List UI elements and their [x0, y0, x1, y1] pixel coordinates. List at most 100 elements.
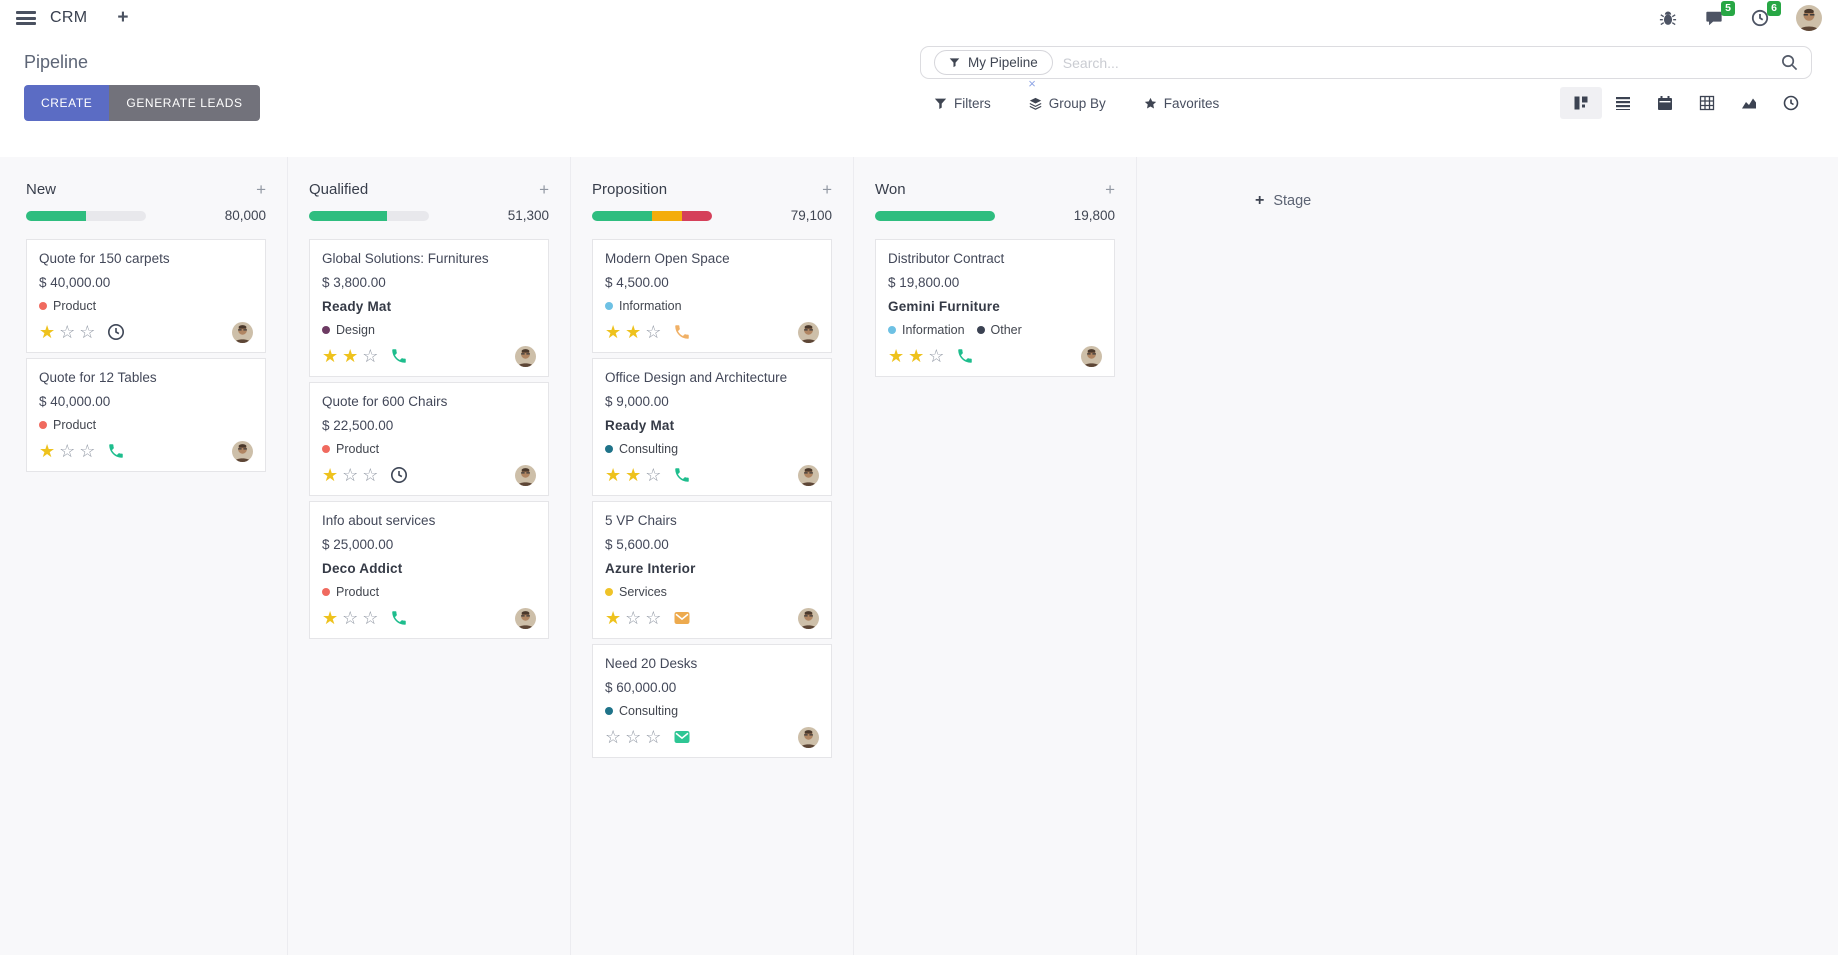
favorites-menu[interactable]: Favorites: [1144, 96, 1219, 111]
column-title[interactable]: Proposition: [592, 181, 668, 198]
phone-icon[interactable]: [107, 442, 125, 460]
search-icon[interactable]: [1781, 54, 1798, 71]
view-switch-activity[interactable]: [1770, 87, 1812, 119]
plus-icon: +: [1255, 192, 1265, 209]
star-icon[interactable]: ★: [342, 346, 359, 366]
star-icon[interactable]: ★: [322, 465, 339, 485]
kanban-card[interactable]: Info about services $ 25,000.00 Deco Addic…: [309, 501, 549, 639]
kanban-card[interactable]: Distributor Contract $ 19,800.00 Gemini Fu…: [875, 239, 1115, 377]
facet-remove-icon[interactable]: ×: [1028, 76, 1036, 91]
star-icon[interactable]: ☆: [625, 727, 642, 747]
star-icon[interactable]: ★: [605, 608, 622, 628]
phone-icon[interactable]: [673, 466, 691, 484]
column-title[interactable]: Won: [875, 181, 906, 198]
view-switch-kanban[interactable]: [1560, 87, 1602, 119]
star-icon[interactable]: ★: [605, 465, 622, 485]
column-title[interactable]: Qualified: [309, 181, 369, 198]
view-switch-pivot[interactable]: [1686, 87, 1728, 119]
kanban-card[interactable]: Quote for 600 Chairs $ 22,500.00 Product ★ ☆…: [309, 382, 549, 496]
phone-icon[interactable]: [390, 347, 408, 365]
create-button[interactable]: CREATE: [24, 85, 110, 121]
envelope-icon[interactable]: [673, 609, 691, 627]
tag-information: Information: [888, 323, 965, 337]
kanban-card[interactable]: Quote for 12 Tables $ 40,000.00 Product ★ ☆ ☆: [26, 358, 266, 472]
phone-icon[interactable]: [673, 323, 691, 341]
star-icon[interactable]: ★: [625, 465, 642, 485]
kanban-card[interactable]: Need 20 Desks $ 60,000.00 Consulting ☆ ☆ ☆: [592, 644, 832, 758]
star-icon[interactable]: ☆: [645, 727, 662, 747]
star-icon[interactable]: ☆: [342, 608, 359, 628]
tag-dot: [605, 707, 613, 715]
star-icon[interactable]: ★: [322, 608, 339, 628]
messages-icon[interactable]: 5: [1704, 1, 1735, 28]
star-icon[interactable]: ☆: [645, 322, 662, 342]
envelope-icon[interactable]: [673, 728, 691, 746]
phone-icon[interactable]: [390, 609, 408, 627]
star-icon[interactable]: ★: [39, 322, 56, 342]
filters-menu[interactable]: Filters: [934, 96, 991, 111]
star-icon[interactable]: ☆: [79, 322, 96, 342]
star-icon[interactable]: ☆: [59, 441, 76, 461]
column-cards: Distributor Contract $ 19,800.00 Gemini Fu…: [875, 239, 1115, 377]
star-icon[interactable]: ☆: [928, 346, 945, 366]
search-bar[interactable]: My Pipeline ×: [920, 46, 1812, 90]
column-progressbar[interactable]: [875, 210, 995, 221]
clock-icon[interactable]: [390, 466, 408, 484]
salesperson-avatar: [798, 321, 819, 343]
plus-icon[interactable]: +: [117, 7, 129, 28]
app-name[interactable]: CRM: [50, 9, 88, 26]
list-view-icon: [1615, 95, 1631, 111]
view-switch-list[interactable]: [1602, 87, 1644, 119]
kanban-card[interactable]: Global Solutions: Furnitures $ 3,800.00 Re…: [309, 239, 549, 377]
search-facet-my-pipeline[interactable]: My Pipeline ×: [934, 50, 1053, 90]
view-switch-graph[interactable]: [1728, 87, 1770, 119]
kanban-card[interactable]: Quote for 150 carpets $ 40,000.00 Product ★…: [26, 239, 266, 353]
column-progressbar[interactable]: [592, 210, 712, 221]
view-switch-calendar[interactable]: [1644, 87, 1686, 119]
debug-bug-icon[interactable]: [1658, 8, 1678, 28]
star-icon[interactable]: ★: [908, 346, 925, 366]
page-title: Pipeline: [24, 52, 89, 72]
column-quick-create-icon[interactable]: +: [256, 180, 266, 199]
kanban-card[interactable]: Modern Open Space $ 4,500.00 Information ★ ★…: [592, 239, 832, 353]
star-icon[interactable]: ★: [605, 322, 622, 342]
kanban-card[interactable]: Office Design and Architecture $ 9,000.00…: [592, 358, 832, 496]
salesperson-avatar: [798, 607, 819, 629]
column-quick-create-icon[interactable]: +: [539, 180, 549, 199]
card-footer: ★ ☆ ☆: [605, 606, 819, 630]
star-icon[interactable]: ★: [39, 441, 56, 461]
search-input[interactable]: [1062, 54, 1771, 71]
star-icon[interactable]: ☆: [342, 465, 359, 485]
clock-icon[interactable]: [107, 323, 125, 341]
activities-clock-icon[interactable]: 6: [1750, 1, 1781, 28]
star-icon[interactable]: ☆: [59, 322, 76, 342]
star-icon[interactable]: ☆: [362, 465, 379, 485]
group-by-menu[interactable]: Group By: [1029, 96, 1106, 111]
star-icon[interactable]: ☆: [79, 441, 96, 461]
add-stage-button[interactable]: + Stage: [1255, 192, 1311, 210]
column-quick-create-icon[interactable]: +: [1105, 180, 1115, 199]
card-partner: Deco Addict: [322, 561, 403, 576]
card-title: Quote for 150 carpets: [39, 251, 170, 266]
column-progressbar[interactable]: [309, 210, 429, 221]
kanban-card[interactable]: 5 VP Chairs $ 5,600.00 Azure Interior Servi…: [592, 501, 832, 639]
star-icon[interactable]: ☆: [362, 608, 379, 628]
star-icon[interactable]: ☆: [645, 465, 662, 485]
apps-menu-icon[interactable]: [16, 11, 36, 25]
column-meta: 80,000: [26, 208, 266, 223]
user-avatar[interactable]: [1796, 5, 1822, 31]
star-icon[interactable]: ☆: [362, 346, 379, 366]
star-icon[interactable]: ☆: [625, 608, 642, 628]
star-icon[interactable]: ☆: [605, 727, 622, 747]
tag-dot: [39, 421, 47, 429]
column-quick-create-icon[interactable]: +: [822, 180, 832, 199]
star-icon[interactable]: ★: [625, 322, 642, 342]
star-icon[interactable]: ★: [322, 346, 339, 366]
star-icon[interactable]: ★: [888, 346, 905, 366]
generate-leads-button[interactable]: GENERATE LEADS: [109, 85, 260, 121]
star-icon[interactable]: ☆: [645, 608, 662, 628]
tag-services: Services: [605, 585, 667, 599]
column-progressbar[interactable]: [26, 210, 146, 221]
phone-icon[interactable]: [956, 347, 974, 365]
column-title[interactable]: New: [26, 181, 57, 198]
